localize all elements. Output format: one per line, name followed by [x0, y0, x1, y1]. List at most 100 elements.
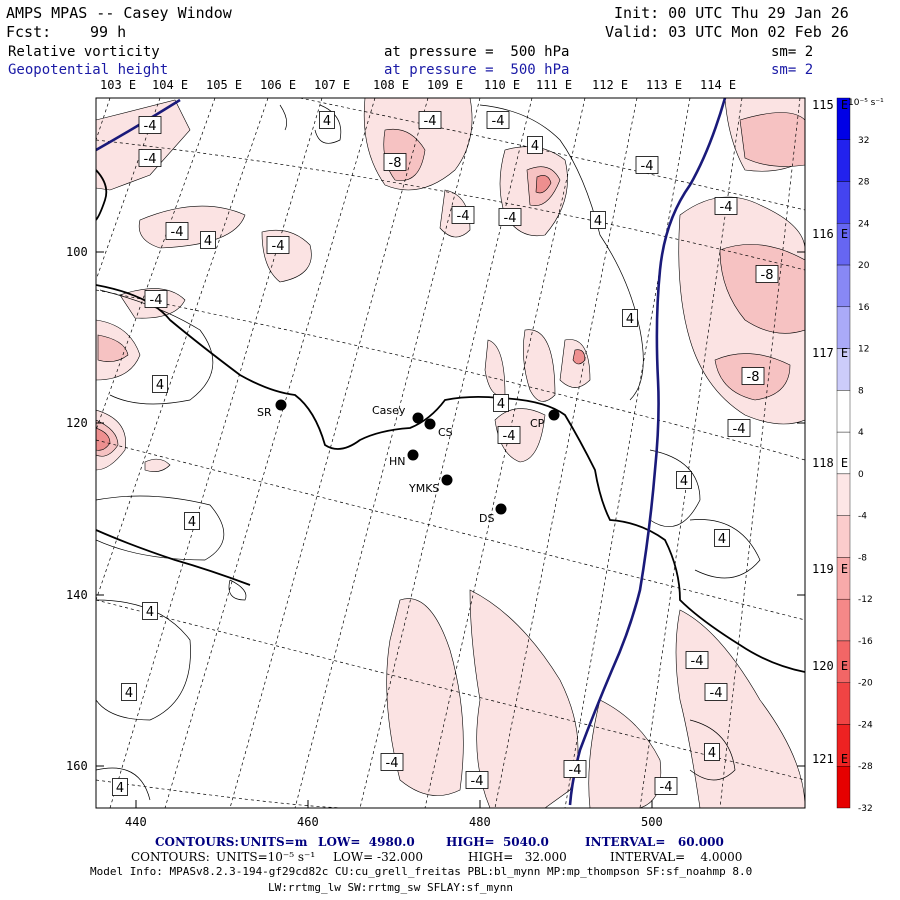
field1-level: at pressure = 500 hPa [384, 44, 570, 60]
colorbar-label: 20 [858, 261, 870, 271]
station-marker [424, 418, 436, 430]
colorbar-swatch [836, 306, 851, 349]
contours-vort-label: CONTOURS: [131, 850, 210, 864]
contours-height-low: LOW= 4980.0 [318, 835, 415, 849]
station-label: HN [389, 455, 406, 468]
forecast-hour: 99 h [90, 23, 127, 41]
contour-label-box [563, 760, 587, 778]
contour-label: -4 [503, 429, 516, 444]
contour-label-box [493, 394, 509, 412]
colorbar-label: 12 [858, 345, 869, 355]
contour-label-box [144, 290, 168, 308]
contour-label-box [200, 231, 216, 249]
grid-y-label: 160 [66, 759, 88, 773]
longitude-label: 105 E [206, 78, 243, 92]
colorbar-swatch [836, 598, 851, 642]
plot-frame [95, 97, 806, 809]
contour-label-box [112, 778, 128, 796]
colorbar-label: -28 [858, 762, 873, 772]
grid-x-label: 480 [469, 815, 491, 829]
colorbar-swatch [836, 473, 851, 516]
contour-label-box [138, 149, 162, 167]
contour-label-box [498, 208, 522, 226]
contour-label-box [418, 111, 442, 129]
contour-label: 4 [204, 234, 212, 249]
contour-label-box [152, 375, 168, 393]
contour-label-box [654, 777, 678, 795]
grid-y-label: 120 [66, 416, 88, 430]
contour-label-box [622, 309, 638, 327]
colorbar-label: 24 [858, 219, 870, 229]
contour-label: -4 [492, 114, 505, 129]
contour-label: -8 [761, 268, 774, 283]
grid-y-label: 140 [66, 588, 88, 602]
contour-label: -4 [733, 422, 746, 437]
contour-label: -4 [386, 756, 399, 771]
contour-label-box [121, 683, 137, 701]
station-label: DS [479, 512, 494, 525]
longitude-label: 112 E [592, 78, 629, 92]
colorbar-swatch [836, 766, 851, 809]
longitude-label: 104 E [152, 78, 189, 92]
contour-label: -4 [569, 763, 582, 778]
longitude-label: 114 E [700, 78, 737, 92]
longitude-label: 109 E [427, 78, 464, 92]
contour-label: 4 [594, 214, 602, 229]
contours-vort-high: HIGH= 32.000 [468, 850, 567, 864]
longitude-label: 121 E [812, 752, 849, 766]
station-marker [441, 474, 453, 486]
colorbar-label: 0 [858, 470, 864, 480]
model-info-physics: LW:rrtmg_lw SW:rrtmg_sw SFLAY:sf_mynn [268, 881, 514, 894]
field2-name: Geopotential height [8, 62, 169, 78]
colorbar-label: 32 [858, 136, 869, 146]
station-label: CS [438, 426, 453, 439]
init-time: Init: 00 UTC Thu 29 Jan 26 [614, 4, 849, 22]
colorbar-swatch [836, 181, 851, 224]
grid-y-label: 100 [66, 245, 88, 259]
contour-label-box [704, 743, 720, 761]
field1-name: Relative vorticity [8, 44, 160, 60]
station-label: Casey [372, 404, 406, 417]
contour-label-box [451, 206, 475, 224]
station-label: CP [530, 417, 545, 430]
longitude-label: 119 E [812, 562, 849, 576]
colorbar-label: -4 [858, 512, 867, 522]
longitude-label: 120 E [812, 659, 849, 673]
contour-label-box [590, 211, 606, 229]
contour-label-box [486, 111, 510, 129]
colorbar-swatch [836, 264, 851, 308]
contour-label: -4 [144, 152, 157, 167]
colorbar-label: 28 [858, 178, 870, 188]
contour-label: -4 [150, 293, 163, 308]
contour-label: -4 [272, 239, 285, 254]
contour-label-box [755, 265, 779, 283]
contour-label: -4 [171, 225, 184, 240]
colorbar-swatch [836, 390, 851, 433]
contour-label-box [380, 753, 404, 771]
longitude-label: 103 E [100, 78, 137, 92]
station-marker [412, 412, 424, 424]
shaded-vorticity [96, 98, 805, 808]
contour-label: -8 [389, 156, 402, 171]
contour-label-box [727, 419, 751, 437]
longitude-label: 111 E [536, 78, 573, 92]
contour-label: 4 [116, 781, 124, 796]
contour-label: 4 [531, 139, 539, 154]
contour-label-box [383, 153, 407, 171]
contour-label-box [685, 651, 709, 669]
contour-label: -4 [144, 119, 157, 134]
colorbar-swatch [836, 682, 851, 725]
contour-label: -4 [660, 780, 673, 795]
contour-label-box [497, 426, 521, 444]
field1-smoothing: sm= 2 [771, 44, 814, 60]
grid-x-label: 460 [297, 815, 319, 829]
longitude-label: 115 E [812, 98, 849, 112]
colorbar-label: 4 [858, 428, 864, 438]
longitude-label: 108 E [373, 78, 410, 92]
coastline [96, 284, 805, 673]
contour-label: 4 [626, 312, 634, 327]
longitude-label: 117 E [812, 346, 849, 360]
field2-smoothing: sm= 2 [771, 62, 814, 78]
contour-label-box [527, 136, 543, 154]
